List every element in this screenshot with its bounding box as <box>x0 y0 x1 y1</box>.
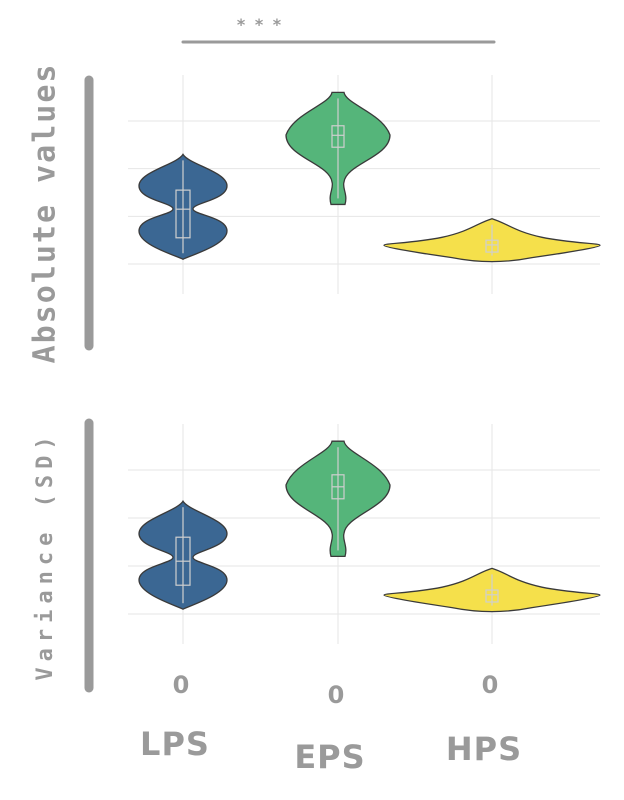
x-category-label-lps: LPS <box>140 725 210 763</box>
x-category-label-hps: HPS <box>446 730 522 768</box>
x-tick-value: 0 <box>328 681 345 709</box>
y-axis-label: Absolute values <box>28 63 63 364</box>
box-eps <box>331 125 345 148</box>
x-category-label-eps: EPS <box>294 738 365 776</box>
box-hps <box>485 589 499 603</box>
box-lps <box>175 189 191 239</box>
x-tick-value: 0 <box>482 671 499 699</box>
x-tick-value: 0 <box>173 671 190 699</box>
box-hps <box>485 239 499 253</box>
y-axis-label: Variance (SD) <box>33 430 58 680</box>
significance-label: * * * <box>237 15 283 34</box>
